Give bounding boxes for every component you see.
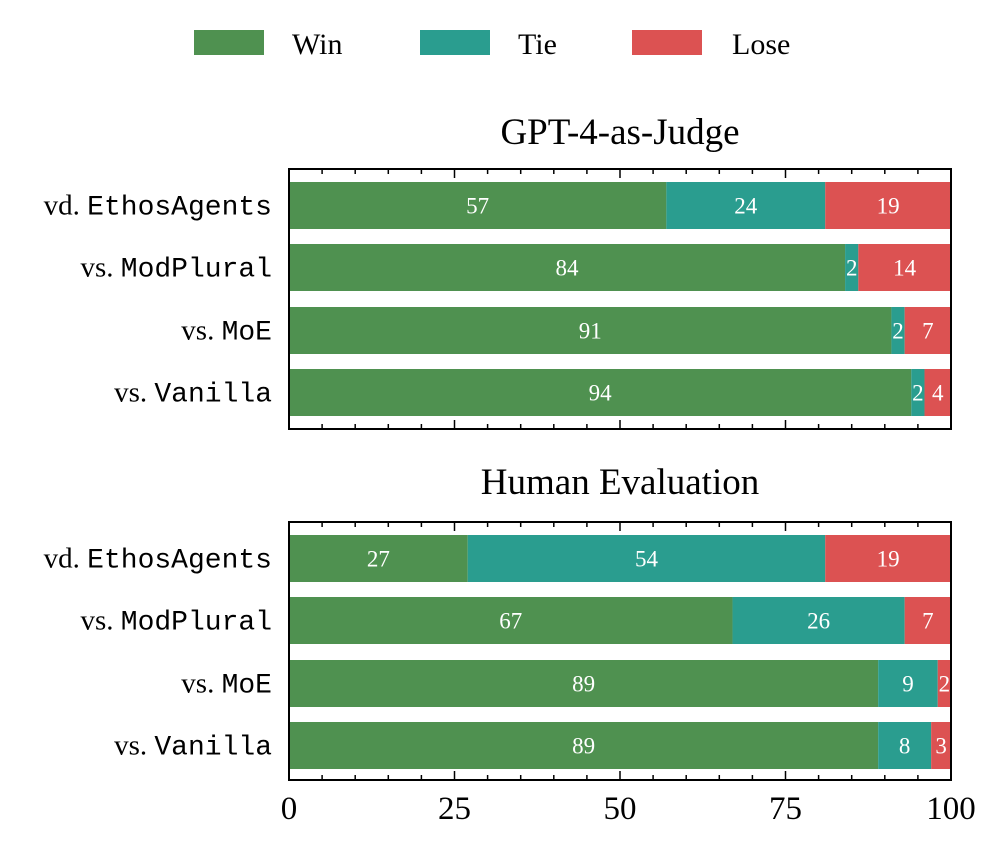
category-label: vs. MoE bbox=[181, 668, 272, 702]
bar-lose bbox=[825, 182, 951, 229]
category-prefix: vs. bbox=[181, 315, 221, 347]
x-tick-label: 0 bbox=[281, 791, 298, 827]
data-label-lose: 4 bbox=[932, 381, 944, 406]
category-name: EthosAgents bbox=[87, 193, 272, 224]
x-tick-label: 50 bbox=[604, 791, 637, 827]
category-label: vs. MoE bbox=[181, 315, 272, 349]
category-name: EthosAgents bbox=[87, 546, 272, 577]
bar-lose bbox=[904, 307, 951, 354]
panel-title: GPT-4-as-Judge bbox=[500, 112, 739, 153]
bar-win bbox=[289, 369, 912, 416]
legend-swatch-tie bbox=[420, 30, 490, 55]
category-label: vd. EthosAgents bbox=[44, 543, 272, 577]
bar-tie bbox=[732, 597, 905, 644]
bar-tie bbox=[878, 722, 932, 769]
bar-lose bbox=[858, 244, 951, 291]
data-label-tie: 9 bbox=[902, 672, 914, 697]
data-label-lose: 19 bbox=[877, 194, 900, 219]
bar-win bbox=[289, 597, 733, 644]
data-label-lose: 19 bbox=[877, 547, 900, 572]
category-name: Vanilla bbox=[154, 733, 272, 764]
bar-win bbox=[289, 307, 892, 354]
data-label-tie: 2 bbox=[892, 319, 904, 344]
category-prefix: vs. bbox=[181, 668, 221, 700]
panel-title: Human Evaluation bbox=[481, 462, 759, 503]
x-tick-label: 25 bbox=[438, 791, 471, 827]
bar-lose bbox=[931, 722, 951, 769]
legend: Win Tie Lose bbox=[194, 28, 790, 61]
data-label-lose: 3 bbox=[935, 734, 947, 759]
data-label-tie: 26 bbox=[807, 609, 830, 634]
category-label: vs. ModPlural bbox=[80, 605, 272, 639]
bar-lose bbox=[825, 535, 951, 582]
legend-swatch-lose bbox=[632, 30, 702, 55]
x-tick-label: 75 bbox=[769, 791, 802, 827]
data-label-win: 89 bbox=[572, 672, 595, 697]
category-label: vs. Vanilla bbox=[114, 377, 272, 411]
category-label: vs. Vanilla bbox=[114, 730, 272, 764]
data-label-win: 84 bbox=[556, 256, 580, 281]
category-prefix: vs. bbox=[114, 730, 154, 762]
data-label-win: 94 bbox=[589, 381, 613, 406]
bar-tie bbox=[911, 369, 925, 416]
bar-win bbox=[289, 244, 846, 291]
data-label-lose: 2 bbox=[939, 672, 951, 697]
data-label-tie: 2 bbox=[846, 256, 858, 281]
legend-swatch-win bbox=[194, 30, 264, 55]
bar-win bbox=[289, 660, 879, 707]
x-tick-label: 100 bbox=[926, 791, 976, 827]
bar-tie bbox=[666, 182, 826, 229]
data-label-lose: 14 bbox=[893, 256, 917, 281]
bar-tie bbox=[878, 660, 938, 707]
data-label-win: 91 bbox=[579, 319, 602, 344]
category-prefix: vs. bbox=[80, 605, 120, 637]
data-label-win: 57 bbox=[466, 194, 489, 219]
data-label-win: 27 bbox=[367, 547, 390, 572]
legend-label-tie: Tie bbox=[518, 28, 557, 61]
category-name: ModPlural bbox=[121, 255, 272, 286]
data-label-lose: 7 bbox=[922, 609, 934, 634]
category-prefix: vs. bbox=[114, 377, 154, 409]
legend-label-lose: Lose bbox=[732, 28, 790, 61]
category-prefix: vd. bbox=[44, 190, 88, 222]
bar-win bbox=[289, 535, 468, 582]
legend-label-win: Win bbox=[292, 28, 342, 61]
data-label-tie: 8 bbox=[899, 734, 911, 759]
bar-lose bbox=[904, 597, 951, 644]
bar-tie bbox=[891, 307, 905, 354]
category-name: MoE bbox=[222, 671, 272, 702]
category-name: Vanilla bbox=[154, 380, 272, 411]
data-label-lose: 7 bbox=[922, 319, 934, 344]
bar-lose bbox=[937, 660, 951, 707]
category-prefix: vs. bbox=[80, 252, 120, 284]
data-label-win: 67 bbox=[499, 609, 522, 634]
category-prefix: vd. bbox=[44, 543, 88, 575]
bar-tie bbox=[845, 244, 859, 291]
bar-win bbox=[289, 722, 879, 769]
data-label-tie: 2 bbox=[912, 381, 924, 406]
data-label-tie: 24 bbox=[734, 194, 758, 219]
bar-win bbox=[289, 182, 667, 229]
bar-lose bbox=[924, 369, 951, 416]
bar-tie bbox=[467, 535, 826, 582]
category-name: ModPlural bbox=[121, 608, 272, 639]
data-label-win: 89 bbox=[572, 734, 595, 759]
category-name: MoE bbox=[222, 318, 272, 349]
data-label-tie: 54 bbox=[635, 547, 659, 572]
category-label: vd. EthosAgents bbox=[44, 190, 272, 224]
category-label: vs. ModPlural bbox=[80, 252, 272, 286]
